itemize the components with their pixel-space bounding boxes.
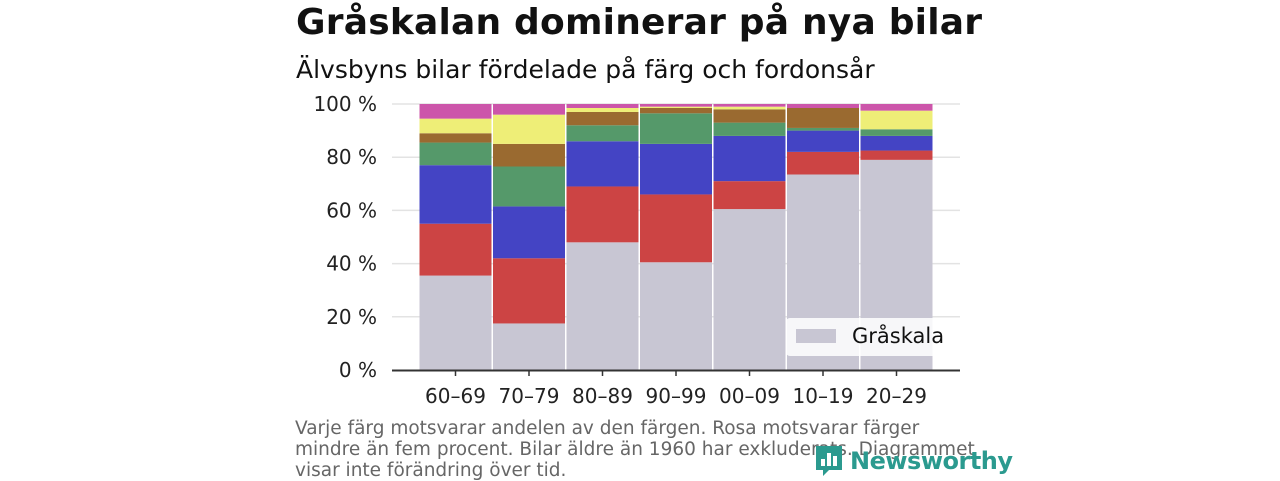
bar-segment xyxy=(419,165,492,224)
bar-segment xyxy=(787,151,859,175)
bar-segment xyxy=(640,143,712,195)
y-tick-label: 0 % xyxy=(339,358,377,382)
bar-segment xyxy=(493,323,565,370)
bar-segment xyxy=(566,141,639,187)
y-tick-label: 80 % xyxy=(326,145,377,169)
bar-segment xyxy=(566,242,639,370)
bar-segment xyxy=(787,130,859,152)
bar-segment xyxy=(640,262,712,370)
bar-segment xyxy=(493,104,565,115)
x-tick-labels: 60–69 70–79 80–89 90–99 00–09 10–19 20–29 xyxy=(425,370,927,408)
bar-segment xyxy=(640,113,712,144)
bar-segment xyxy=(419,118,492,134)
legend-box xyxy=(786,318,938,356)
bar-segment xyxy=(419,133,492,143)
bar-segment xyxy=(713,181,786,210)
x-tick-label: 00–09 xyxy=(719,384,780,408)
bar-segment xyxy=(787,104,859,108)
bar-segment xyxy=(713,104,786,107)
x-tick-label: 90–99 xyxy=(646,384,707,408)
bar-segment xyxy=(640,106,712,108)
y-tick-label: 40 % xyxy=(326,252,377,276)
chart-title: Gråskalan dominerar på nya bilar xyxy=(296,2,983,43)
bar-segment xyxy=(640,107,712,114)
bar-segment xyxy=(419,275,492,370)
bar-segment xyxy=(493,258,565,324)
legend-label-graskala: Gråskala xyxy=(852,323,944,348)
bar-segment xyxy=(419,104,492,119)
bar-segment xyxy=(493,143,565,167)
bar-segment xyxy=(419,142,492,166)
bar-segment xyxy=(566,125,639,142)
x-tick-label: 70–79 xyxy=(499,384,560,408)
bar-segment xyxy=(493,206,565,259)
bar-segment xyxy=(860,110,933,130)
bar-segment xyxy=(493,166,565,207)
bar-segment xyxy=(713,135,786,182)
bar-segment xyxy=(860,104,933,111)
y-tick-label: 100 % xyxy=(313,92,377,116)
bar-segment xyxy=(860,129,933,136)
bar-segment xyxy=(787,127,859,131)
bar-segment xyxy=(566,186,639,243)
y-tick-label: 60 % xyxy=(326,198,377,222)
bar-chart-speech-bubble-icon xyxy=(816,446,842,476)
x-tick-label: 10–19 xyxy=(793,384,854,408)
bar-segment xyxy=(566,107,639,112)
bar-segment xyxy=(419,223,492,276)
bar-segment xyxy=(640,104,712,107)
x-tick-label: 80–89 xyxy=(572,384,633,408)
bar-segment xyxy=(493,114,565,144)
y-tick-labels: 0 % 20 % 40 % 60 % 80 % 100 % xyxy=(313,92,377,382)
bar-segment xyxy=(640,194,712,263)
bar-segment xyxy=(566,111,639,126)
x-tick-label: 20–29 xyxy=(866,384,927,408)
legend: Gråskala xyxy=(786,318,944,356)
newsworthy-logo: Newsworthy xyxy=(814,444,1013,478)
y-tick-label: 20 % xyxy=(326,305,377,329)
bar-segment xyxy=(713,106,786,110)
chart-footnote: Varje färg motsvarar andelen av den färg… xyxy=(295,418,975,481)
x-tick-label: 60–69 xyxy=(425,384,486,408)
bar-segment xyxy=(566,104,639,108)
bar-segment xyxy=(860,150,933,160)
bar-segment xyxy=(713,109,786,123)
bar-segment xyxy=(713,209,786,370)
bar-segment xyxy=(713,122,786,136)
chart-subtitle: Älvsbyns bilar fördelade på färg och for… xyxy=(296,55,875,84)
bar-segment xyxy=(860,135,933,151)
bar-segment xyxy=(787,107,859,128)
legend-swatch-graskala xyxy=(796,329,836,343)
logo-text: Newsworthy xyxy=(850,447,1013,475)
